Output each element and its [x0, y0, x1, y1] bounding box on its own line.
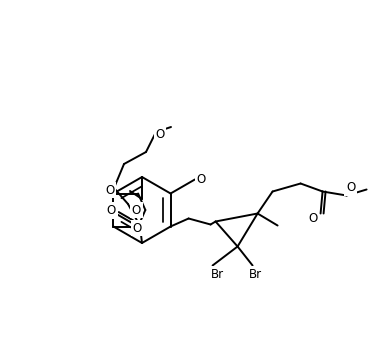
- Text: O: O: [133, 221, 142, 235]
- Text: O: O: [105, 184, 115, 197]
- Text: O: O: [196, 173, 206, 186]
- Text: O: O: [132, 204, 141, 217]
- Text: O: O: [155, 128, 165, 140]
- Text: Br: Br: [249, 268, 262, 281]
- Text: O: O: [107, 204, 116, 217]
- Text: O: O: [308, 212, 317, 225]
- Text: O: O: [346, 181, 355, 194]
- Text: Br: Br: [211, 268, 224, 281]
